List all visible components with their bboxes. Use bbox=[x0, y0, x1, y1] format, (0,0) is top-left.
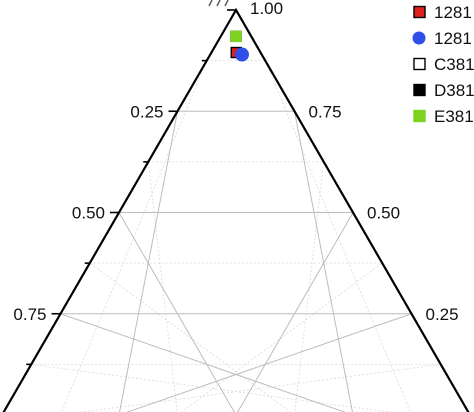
legend-label: 1281 bbox=[434, 29, 472, 48]
top-axis-tick bbox=[216, 0, 221, 7]
right-axis-tick bbox=[264, 60, 269, 66]
gridline bbox=[294, 111, 353, 412]
right-axis-tick bbox=[323, 161, 327, 167]
gridline bbox=[31, 363, 392, 412]
top-axis-tick bbox=[224, 0, 229, 7]
gridline bbox=[119, 111, 178, 412]
tick-labels: 0.25 0.50 0.75 1.00 0.75 0.50 0.25 bbox=[13, 0, 458, 324]
right-tick-label: 0.50 bbox=[367, 204, 400, 223]
gridline bbox=[294, 161, 325, 412]
left-tick-label: 0.75 bbox=[13, 305, 46, 324]
gridline bbox=[60, 313, 346, 412]
data-point-circle bbox=[235, 47, 249, 62]
gridline bbox=[89, 262, 292, 412]
minor-gridlines bbox=[31, 60, 441, 412]
data-point-square bbox=[230, 30, 242, 43]
legend-label: 1281 bbox=[434, 3, 472, 22]
legend-marker bbox=[413, 109, 426, 123]
major-gridlines bbox=[60, 110, 412, 412]
right-axis-tick bbox=[352, 212, 359, 221]
gridline bbox=[118, 212, 235, 412]
right-tick-label: 0.25 bbox=[426, 305, 459, 324]
left-tick-label: 0.50 bbox=[72, 204, 105, 223]
right-axis-tick bbox=[293, 110, 300, 120]
left-tick-label: 0.25 bbox=[130, 102, 163, 121]
gridline bbox=[126, 313, 412, 412]
right-tick-label: 0.75 bbox=[309, 102, 342, 121]
right-axis-tick bbox=[381, 262, 386, 268]
gridline bbox=[237, 212, 354, 412]
legend-label: E381 bbox=[434, 107, 474, 126]
top-axis-tick bbox=[208, 0, 213, 7]
legend-label: C381 bbox=[434, 55, 474, 74]
legend: 1281 1281 C381 D381 E381 bbox=[412, 3, 474, 126]
legend-marker bbox=[412, 31, 426, 45]
legend-marker bbox=[413, 5, 426, 19]
legend-marker bbox=[413, 57, 426, 71]
gridline bbox=[180, 262, 383, 412]
right-tick-label: 1.00 bbox=[250, 0, 283, 18]
data-points bbox=[230, 30, 249, 62]
gridline bbox=[147, 161, 178, 412]
gridline bbox=[80, 363, 441, 412]
right-axis-tick bbox=[410, 313, 417, 322]
right-axis-tick bbox=[440, 363, 444, 370]
legend-label: D381 bbox=[434, 81, 474, 100]
right-axis-tick bbox=[235, 9, 242, 19]
legend-marker bbox=[413, 83, 426, 97]
